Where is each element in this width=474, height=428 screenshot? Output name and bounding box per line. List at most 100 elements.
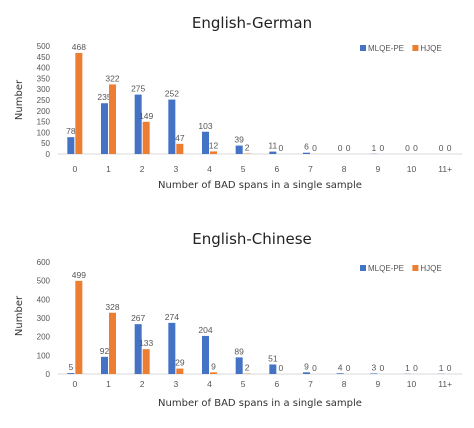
data-label-en-zh-mlqe-pe: 9 [304,361,309,371]
data-label-en-de-mlqe-pe: 0 [439,143,444,153]
bar-en-zh-hjqe [176,368,184,374]
x-axis-label-en-de: Number of BAD spans in a single sample [158,180,362,191]
y-tick-label-en-de: 300 [37,85,51,94]
data-label-en-de-hjqe: 12 [209,140,219,150]
bar-en-de-mlqe-pe [269,151,277,154]
bar-en-de-mlqe-pe [101,103,108,154]
data-label-en-zh-hjqe: 0 [312,363,317,373]
data-label-en-zh-hjqe: 499 [72,270,86,280]
data-label-en-de-hjqe: 149 [139,111,153,121]
bar-en-de-hjqe [210,151,217,154]
data-label-en-zh-hjqe: 2 [245,363,250,373]
data-label-en-zh-hjqe: 0 [346,363,351,373]
bar-en-de-hjqe [142,121,150,154]
x-tick-label-en-zh: 10 [407,379,417,389]
x-tick-label-en-de: 3 [173,164,178,174]
y-tick-label-en-zh: 400 [37,295,51,304]
y-tick-label-en-de: 250 [37,96,51,105]
data-label-en-zh-hjqe: 29 [175,358,185,368]
data-label-en-zh-mlqe-pe: 4 [338,362,343,372]
x-tick-label-en-de: 8 [342,164,347,174]
data-label-en-de-hjqe: 0 [413,143,418,153]
x-tick-label-en-zh: 5 [241,379,246,389]
y-tick-label-en-de: 450 [37,53,51,62]
data-label-en-de-mlqe-pe: 6 [304,142,309,152]
bar-en-zh-hjqe [75,280,83,374]
bar-en-zh-mlqe-pe [134,324,142,374]
x-tick-label-en-zh: 11+ [438,379,452,389]
y-tick-label-en-zh: 300 [37,314,51,323]
bar-en-de-mlqe-pe [67,137,75,154]
data-label-en-de-hjqe: 0 [278,143,283,153]
data-label-en-zh-mlqe-pe: 274 [165,312,179,322]
bar-en-zh-mlqe-pe [370,373,378,374]
x-tick-label-en-de: 7 [308,164,313,174]
x-tick-label-en-zh: 7 [308,379,313,389]
x-tick-label-en-zh: 8 [342,379,347,389]
x-tick-label-en-de: 11+ [438,164,452,174]
bar-en-de-hjqe [176,143,184,154]
bar-en-zh-hjqe [109,312,116,374]
data-label-en-zh-hjqe: 0 [413,363,418,373]
legend-swatch-en-de-hjqe [412,45,419,51]
x-tick-label-en-zh: 9 [375,379,380,389]
data-label-en-de-mlqe-pe: 235 [97,92,111,102]
data-label-en-zh-mlqe-pe: 3 [371,362,376,372]
data-label-en-zh-hjqe: 0 [278,363,283,373]
y-tick-label-en-de: 200 [37,107,51,116]
data-label-en-zh-hjqe: 133 [139,338,153,348]
x-tick-label-en-de: 10 [407,164,417,174]
data-label-en-zh-mlqe-pe: 1 [439,363,444,373]
y-tick-label-en-zh: 0 [46,370,51,379]
data-label-en-de-hjqe: 0 [346,143,351,153]
y-tick-label-en-de: 0 [46,150,51,159]
legend-label-en-de-hjqe: HJQE [420,44,441,53]
x-tick-label-en-de: 9 [375,164,380,174]
x-tick-label-en-zh: 2 [140,379,145,389]
data-label-en-zh-mlqe-pe: 1 [405,363,410,373]
x-tick-label-en-de: 4 [207,164,212,174]
x-tick-label-en-zh: 0 [72,379,77,389]
bar-en-zh-hjqe [210,372,217,374]
x-tick-label-en-de: 5 [241,164,246,174]
x-tick-label-en-zh: 6 [274,379,279,389]
bar-en-de-mlqe-pe [202,131,209,154]
x-tick-label-en-zh: 1 [106,379,111,389]
bar-en-de-mlqe-pe [235,145,243,154]
data-label-en-zh-mlqe-pe: 5 [68,362,73,372]
bar-en-de-mlqe-pe [168,99,176,154]
data-label-en-de-mlqe-pe: 0 [338,143,343,153]
y-axis-label-en-zh: Number [14,295,25,336]
data-label-en-de-mlqe-pe: 252 [165,89,179,99]
bar-en-zh-mlqe-pe [101,356,108,374]
data-label-en-de-hjqe: 47 [175,133,185,143]
legend-swatch-en-zh-mlqe-pe [360,265,366,271]
data-label-en-de-hjqe: 0 [379,143,384,153]
y-tick-label-en-zh: 500 [37,277,51,286]
bar-en-de-hjqe [109,84,116,154]
bar-en-zh-hjqe [142,349,150,374]
y-tick-label-en-zh: 200 [37,333,51,342]
x-tick-label-en-de: 1 [106,164,111,174]
data-label-en-de-mlqe-pe: 1 [371,143,376,153]
data-label-en-de-mlqe-pe: 78 [66,126,76,136]
data-label-en-de-hjqe: 2 [245,143,250,153]
x-tick-label-en-de: 6 [274,164,279,174]
legend-label-en-zh-mlqe-pe: MLQE-PE [368,264,404,273]
bar-en-zh-mlqe-pe [202,335,209,374]
y-tick-label-en-de: 150 [37,118,51,127]
y-tick-label-en-zh: 100 [37,351,51,360]
y-tick-label-en-zh: 600 [37,258,51,267]
bar-en-zh-mlqe-pe [235,357,243,374]
data-label-en-zh-hjqe: 328 [105,302,119,312]
bar-en-zh-mlqe-pe [67,373,75,374]
data-label-en-zh-mlqe-pe: 51 [268,353,278,363]
data-label-en-zh-hjqe: 0 [379,363,384,373]
data-label-en-zh-hjqe: 0 [447,363,452,373]
legend-swatch-en-de-mlqe-pe [360,45,366,51]
y-tick-label-en-de: 400 [37,64,51,73]
data-label-en-zh-mlqe-pe: 267 [131,313,145,323]
bar-en-de-mlqe-pe [134,94,142,154]
x-axis-label-en-zh: Number of BAD spans in a single sample [158,398,362,409]
